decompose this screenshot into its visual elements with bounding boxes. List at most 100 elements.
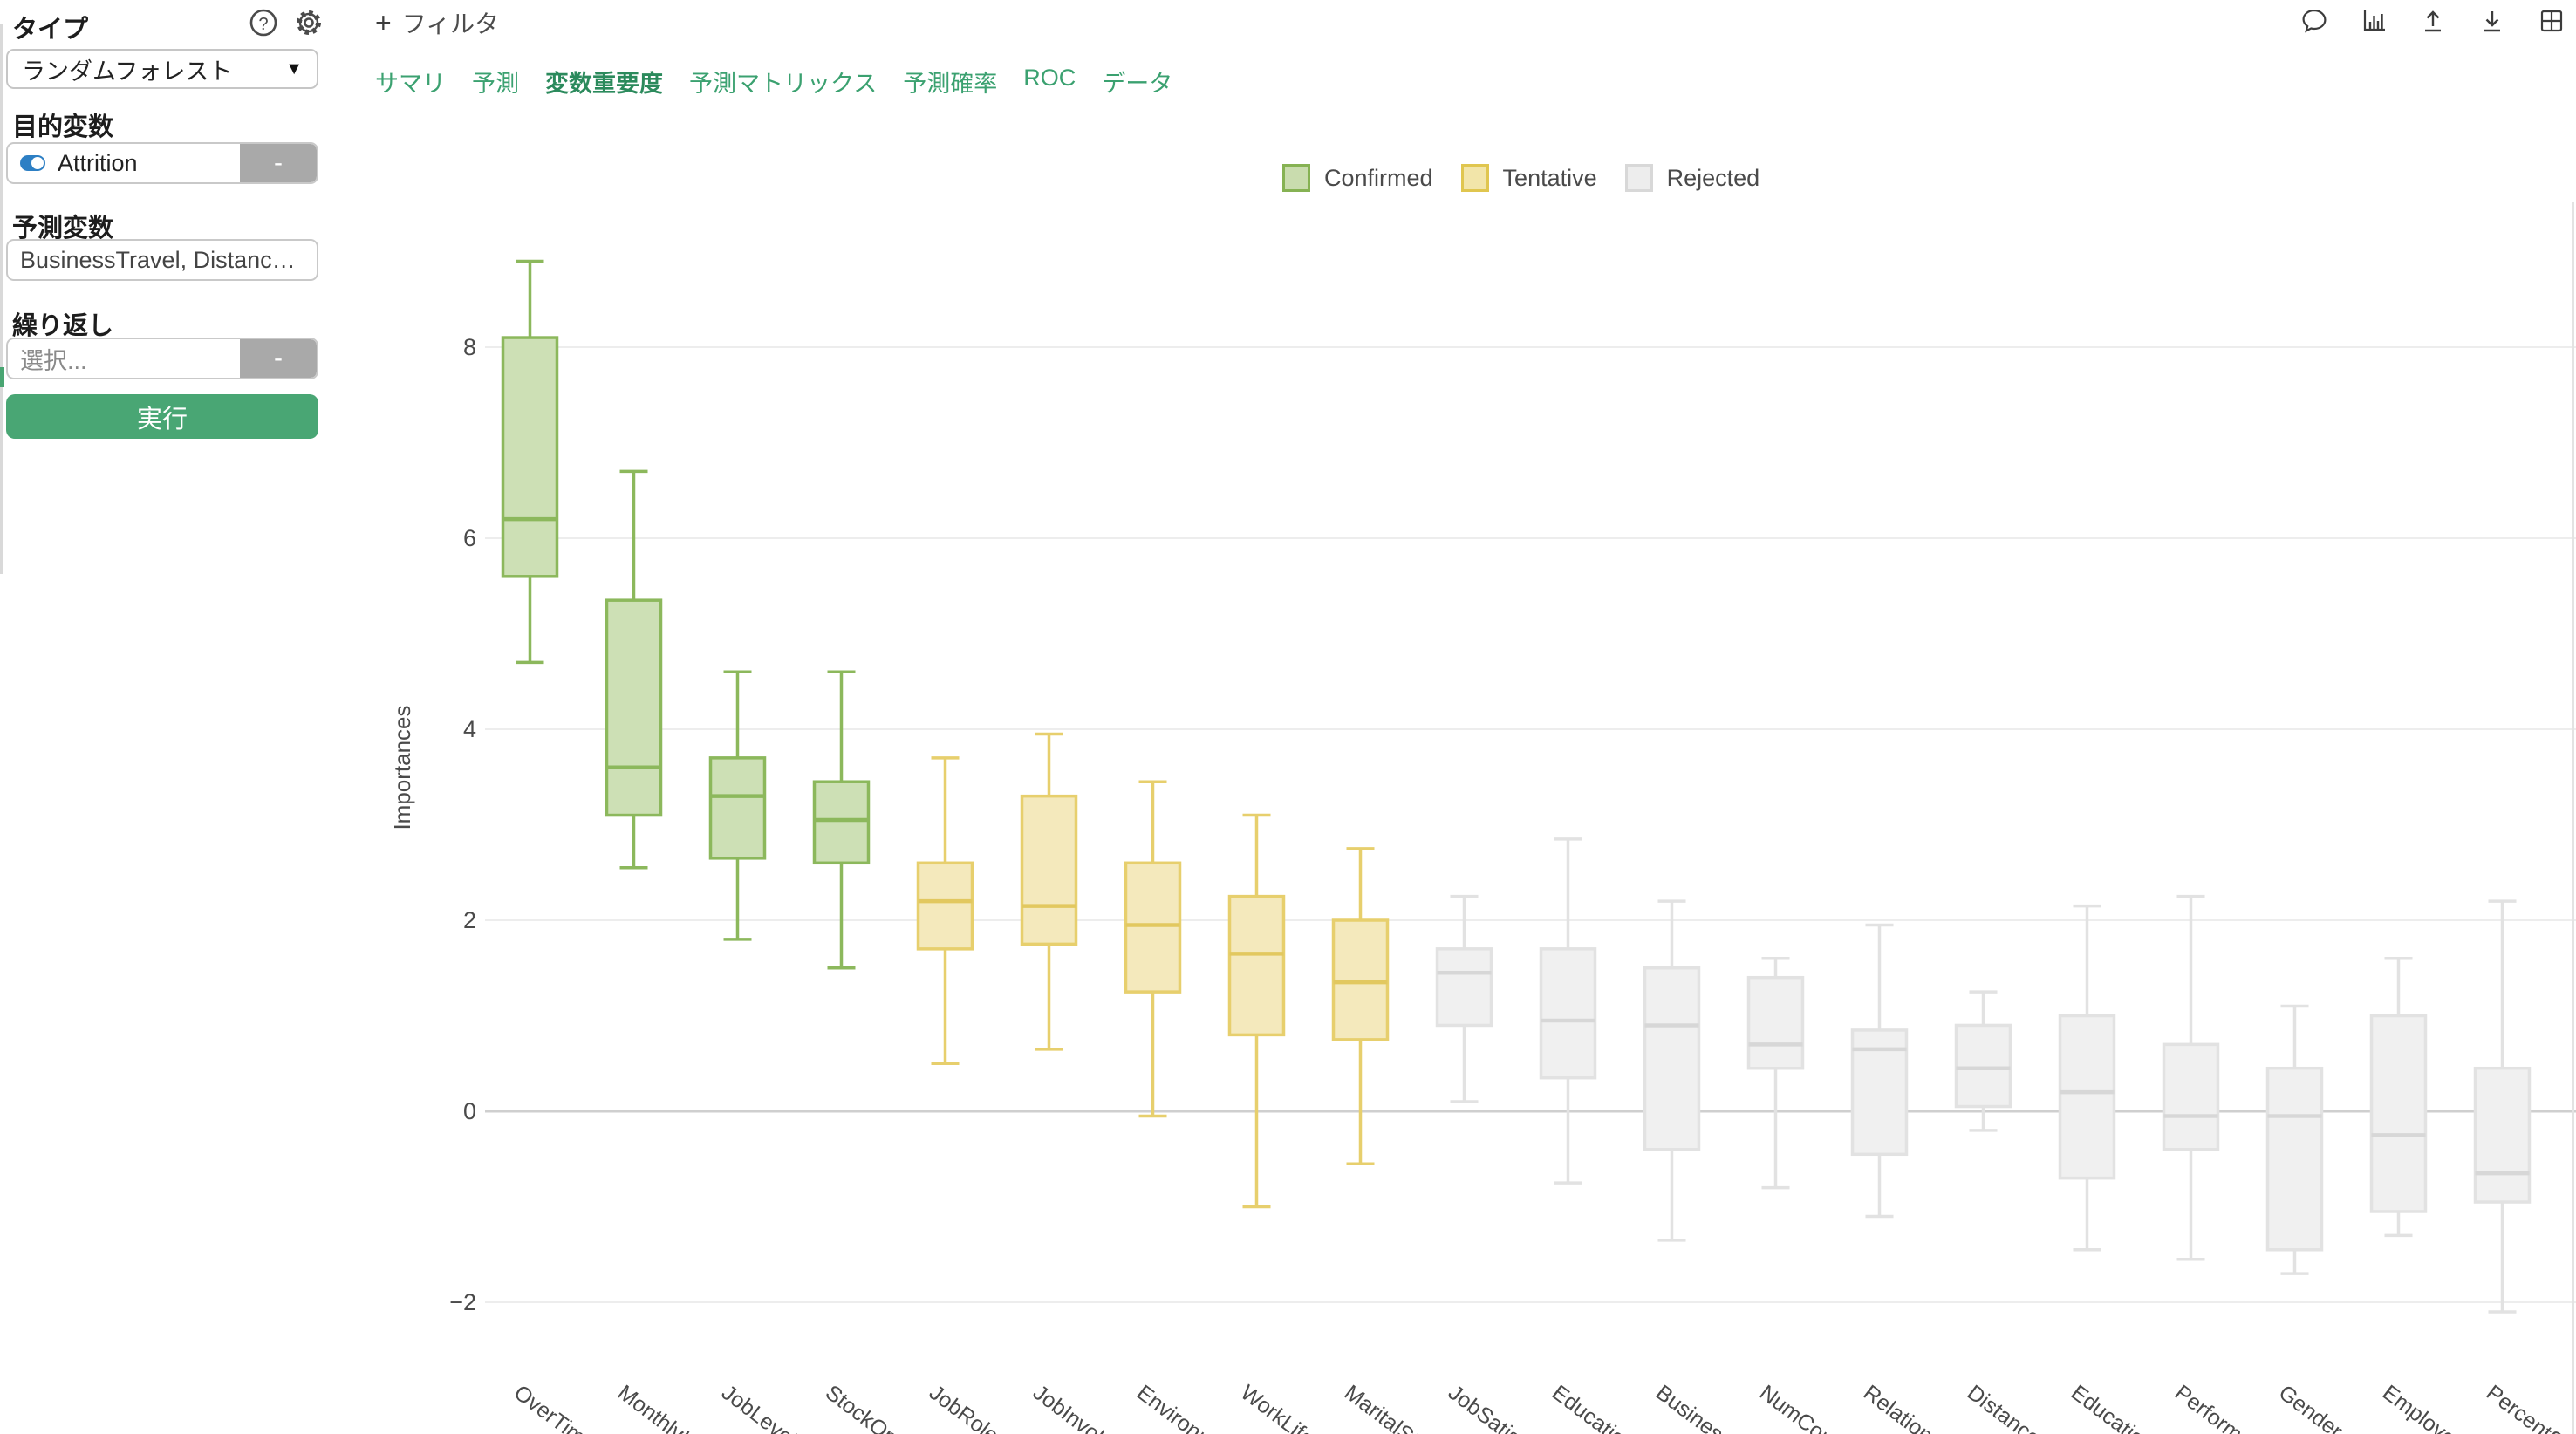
legend-swatch bbox=[1460, 164, 1489, 192]
tab-1[interactable]: 予測 bbox=[472, 71, 519, 97]
target-remove-button[interactable]: - bbox=[240, 144, 317, 182]
target-variable-row: Attrition - bbox=[6, 142, 318, 184]
svg-text:?: ? bbox=[258, 15, 268, 34]
legend-swatch bbox=[1282, 164, 1310, 192]
model-type-select[interactable]: ランダムフォレスト ▼ bbox=[6, 49, 318, 89]
boxplot-item-JobRole[interactable]: JobRole bbox=[916, 756, 1004, 1434]
legend-label: Rejected bbox=[1666, 164, 1760, 191]
comment-icon[interactable] bbox=[2300, 7, 2328, 35]
boxplot-item-Education[interactable]: Education bbox=[2058, 904, 2159, 1434]
model-type-value: ランダムフォレスト bbox=[22, 58, 233, 85]
y-tick-label: −2 bbox=[449, 1289, 476, 1315]
box-iqr bbox=[1227, 894, 1286, 1037]
upload-icon[interactable] bbox=[2419, 7, 2447, 35]
predictor-variables-value: BusinessTravel, DistanceFr... bbox=[20, 246, 304, 273]
window-scroll-track[interactable] bbox=[2572, 202, 2574, 1434]
legend-item-2[interactable]: Rejected bbox=[1624, 164, 1760, 192]
repeat-remove-button[interactable]: - bbox=[240, 339, 317, 378]
box-iqr bbox=[708, 756, 767, 860]
predictor-variables-field[interactable]: BusinessTravel, DistanceFr... bbox=[6, 239, 318, 281]
gear-icon[interactable] bbox=[293, 7, 325, 38]
repeat-row: 選択... - bbox=[6, 338, 318, 379]
x-tick-label: OverTime bbox=[509, 1380, 600, 1434]
target-toggle[interactable] bbox=[20, 155, 45, 171]
x-tick-label: EducationField bbox=[1548, 1380, 1677, 1434]
tab-2[interactable]: 変数重要度 bbox=[545, 71, 663, 97]
chevron-down-icon: ▼ bbox=[285, 58, 303, 79]
tab-5[interactable]: ROC bbox=[1023, 65, 1076, 91]
toggle-knob bbox=[31, 157, 44, 169]
boxplot-item-StockOptionLevel[interactable]: StockOptionLevel bbox=[812, 670, 973, 1434]
legend-item-0[interactable]: Confirmed bbox=[1282, 164, 1433, 192]
target-variable-value: Attrition bbox=[58, 149, 138, 176]
box-iqr bbox=[2162, 1042, 2220, 1151]
x-tick-label: JobLevel bbox=[717, 1380, 802, 1434]
add-filter-button[interactable]: + フィルタ bbox=[375, 5, 499, 40]
y-tick-label: 2 bbox=[463, 907, 476, 933]
repeat-placeholder: 選択... bbox=[20, 347, 87, 374]
tab-3[interactable]: 予測マトリックス bbox=[689, 71, 878, 97]
x-tick-label: Gender bbox=[2274, 1380, 2347, 1434]
box-iqr bbox=[2265, 1066, 2324, 1252]
legend-swatch bbox=[1624, 164, 1653, 192]
target-variable-label: 目的変数 bbox=[12, 113, 114, 141]
predictor-variables-label: 予測変数 bbox=[12, 215, 114, 242]
legend-label: Confirmed bbox=[1324, 164, 1433, 191]
box-iqr bbox=[2058, 1014, 2116, 1180]
box-iqr bbox=[812, 780, 871, 865]
x-tick-label: JobRole bbox=[925, 1380, 1003, 1434]
box-iqr bbox=[2369, 1014, 2428, 1213]
y-tick-label: 8 bbox=[463, 334, 476, 360]
repeat-label: 繰り返し bbox=[12, 312, 114, 340]
tab-0[interactable]: サマリ bbox=[375, 71, 446, 97]
boxplot-item-JobLevel[interactable]: JobLevel bbox=[708, 670, 802, 1434]
y-tick-label: 4 bbox=[463, 716, 476, 742]
tab-6[interactable]: データ bbox=[1102, 71, 1173, 97]
boxplot-item-PercentSalaryHike[interactable]: PercentSalaryHike bbox=[2473, 899, 2576, 1434]
filter-button-label: フィルタ bbox=[401, 10, 500, 38]
box-iqr bbox=[1539, 947, 1597, 1080]
box-iqr bbox=[1020, 794, 1078, 946]
chart-icon[interactable] bbox=[2360, 7, 2388, 35]
boxplot-item-OverTime[interactable]: OverTime bbox=[501, 259, 600, 1434]
box-iqr bbox=[1954, 1023, 2012, 1109]
y-tick-label: 0 bbox=[463, 1098, 476, 1124]
box-iqr bbox=[605, 598, 663, 817]
grid-icon[interactable] bbox=[2538, 7, 2566, 35]
boxplot-item-JobInvolvement[interactable]: JobInvolvement bbox=[1020, 732, 1165, 1434]
boxplot-item-Gender[interactable]: Gender bbox=[2265, 1004, 2347, 1434]
type-label: タイプ bbox=[12, 16, 89, 44]
header-icon-bar bbox=[2300, 7, 2566, 35]
box-iqr bbox=[1643, 966, 1701, 1151]
y-tick-label: 6 bbox=[463, 525, 476, 551]
sidebar-scroll-thumb[interactable] bbox=[0, 367, 4, 387]
legend-item-1[interactable]: Tentative bbox=[1460, 164, 1597, 192]
y-axis-label: Importances bbox=[389, 705, 415, 830]
boxplot-item-EnvironmentSatisfaction[interactable]: EnvironmentSatisfaction bbox=[1124, 780, 1336, 1434]
x-tick-label: Education bbox=[2067, 1380, 2159, 1434]
x-tick-label: PercentSalaryHike bbox=[2482, 1380, 2576, 1434]
tab-4[interactable]: 予測確率 bbox=[903, 71, 998, 97]
boxplot-item-MonthlyIncome[interactable]: MonthlyIncome bbox=[605, 469, 747, 1434]
box-iqr bbox=[1746, 975, 1805, 1070]
box-iqr bbox=[1435, 947, 1493, 1028]
box-iqr bbox=[501, 336, 559, 578]
chart-legend: Confirmed Tentative Rejected bbox=[1282, 164, 1759, 192]
sidebar-scroll-track[interactable] bbox=[0, 24, 3, 574]
boxplot-item-MaritalStatus[interactable]: MaritalStatus bbox=[1331, 847, 1457, 1434]
help-icon[interactable]: ? bbox=[248, 7, 279, 38]
run-button[interactable]: 実行 bbox=[6, 394, 318, 439]
boxplot-item-RelationshipSatisfaction[interactable]: RelationshipSatisfaction bbox=[1850, 923, 2060, 1434]
box-iqr bbox=[1124, 861, 1182, 994]
model-sidebar: タイプ ? ランダムフォレスト ▼ 目的変数 Attrition - 予測変数 … bbox=[0, 0, 366, 1434]
plus-icon: + bbox=[375, 7, 392, 38]
download-icon[interactable] bbox=[2478, 7, 2506, 35]
tab-bar: サマリ 予測 変数重要度 予測マトリックス 予測確率 ROC データ bbox=[375, 65, 1172, 104]
box-iqr bbox=[1331, 918, 1390, 1041]
box-iqr bbox=[916, 861, 974, 951]
repeat-select[interactable]: 選択... bbox=[8, 342, 240, 376]
target-variable-field[interactable]: Attrition bbox=[8, 150, 240, 177]
x-tick-label: MaritalStatus bbox=[1340, 1380, 1456, 1434]
